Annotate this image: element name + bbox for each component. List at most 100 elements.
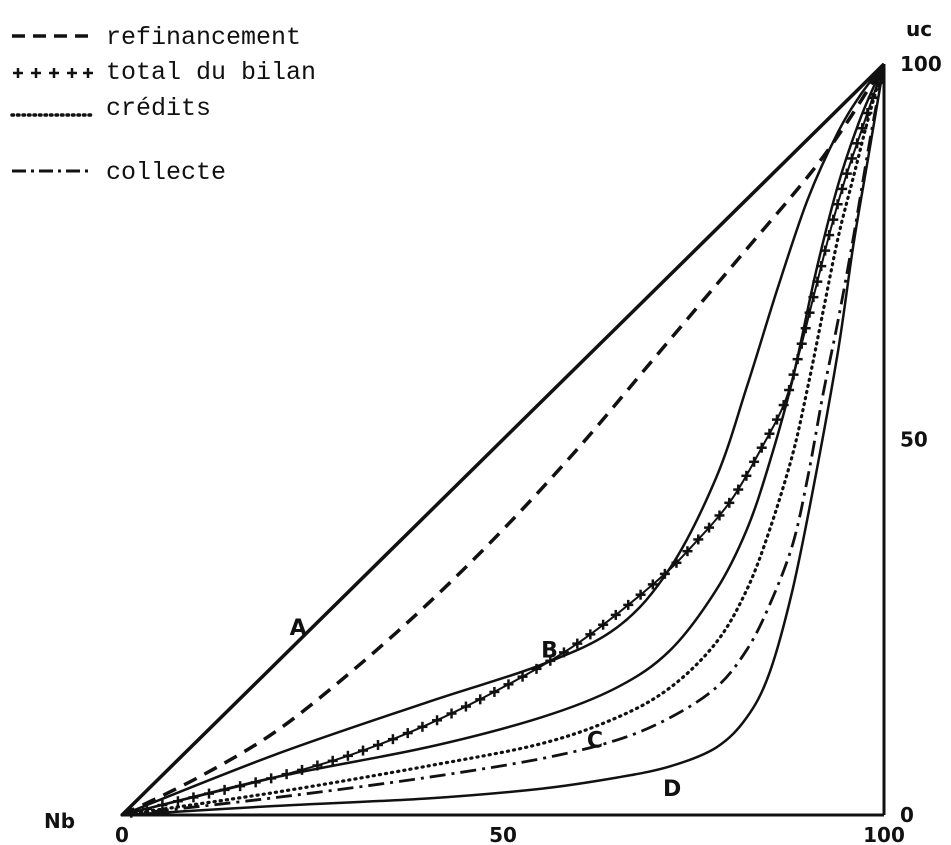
series-marker-total-du-bilan bbox=[771, 414, 782, 425]
series-marker-total-du-bilan bbox=[682, 546, 693, 557]
legend-plus-marker bbox=[13, 68, 93, 78]
series-marker-total-du-bilan bbox=[281, 769, 292, 780]
series-marker-total-du-bilan bbox=[778, 400, 789, 411]
series-line-refinancement bbox=[121, 63, 886, 817]
reference-curve-d bbox=[121, 63, 886, 817]
series-marker-total-du-bilan bbox=[724, 497, 735, 508]
series-marker-total-du-bilan bbox=[250, 777, 261, 788]
series-marker-total-du-bilan bbox=[266, 773, 277, 784]
series-marker-total-du-bilan bbox=[460, 701, 471, 712]
series-marker-total-du-bilan bbox=[235, 781, 246, 792]
series-marker-total-du-bilan bbox=[558, 647, 569, 658]
series-marker-total-du-bilan bbox=[545, 655, 556, 666]
series-marker-total-du-bilan bbox=[204, 788, 215, 799]
series-marker-total-du-bilan bbox=[749, 456, 760, 467]
legend-item-collecte: collecte bbox=[12, 158, 226, 187]
series-marker-total-du-bilan bbox=[432, 715, 443, 726]
y-tick-labels: 0 50 100 bbox=[900, 52, 942, 827]
series-marker-total-du-bilan bbox=[188, 792, 199, 803]
series-marker-total-du-bilan bbox=[623, 599, 634, 610]
legend-label-refinancement: refinancement bbox=[106, 23, 301, 52]
legend-plus-mark bbox=[49, 68, 59, 78]
series-marker-total-du-bilan bbox=[846, 153, 857, 164]
legend-plus-mark bbox=[13, 68, 23, 78]
series-marker-total-du-bilan bbox=[373, 739, 384, 750]
series-marker-total-du-bilan bbox=[475, 694, 486, 705]
series-marker-total-du-bilan bbox=[219, 784, 230, 795]
series-marker-total-du-bilan bbox=[741, 470, 752, 481]
series-marker-total-du-bilan bbox=[157, 800, 168, 811]
x-tick-label: 100 bbox=[863, 823, 905, 845]
series-marker-total-du-bilan bbox=[812, 276, 823, 287]
legend-item-refinancement: refinancement bbox=[12, 23, 301, 52]
data-series bbox=[120, 62, 886, 818]
series-marker-total-du-bilan bbox=[402, 728, 413, 739]
curve-label-b: B bbox=[541, 638, 558, 663]
legend-label-credits: crédits bbox=[106, 94, 211, 123]
series-marker-total-du-bilan bbox=[342, 750, 353, 761]
series-marker-total-du-bilan bbox=[837, 183, 848, 194]
legend: refinancement total du bilan crédits col… bbox=[10, 23, 316, 187]
series-marker-total-du-bilan bbox=[358, 745, 369, 756]
x-tick-label: 50 bbox=[489, 823, 517, 845]
series-marker-total-du-bilan bbox=[832, 199, 843, 210]
series-marker-total-du-bilan bbox=[857, 123, 868, 134]
x-tick-labels: 0 50 100 bbox=[115, 823, 905, 845]
series-marker-total-du-bilan bbox=[784, 385, 795, 396]
series-marker-total-du-bilan bbox=[804, 307, 815, 318]
curve-labels: A B C D bbox=[290, 616, 682, 802]
legend-plus-mark bbox=[31, 68, 41, 78]
series-marker-total-du-bilan bbox=[828, 214, 839, 225]
series-marker-total-du-bilan bbox=[531, 663, 542, 674]
curve-label-c: C bbox=[587, 728, 603, 753]
reference-curves bbox=[120, 62, 886, 817]
series-marker-total-du-bilan bbox=[764, 428, 775, 439]
reference-curve-b bbox=[121, 63, 885, 817]
series-marker-total-du-bilan bbox=[733, 484, 744, 495]
legend-label-collecte: collecte bbox=[106, 158, 226, 187]
series-marker-total-du-bilan bbox=[816, 261, 827, 272]
series-marker-total-du-bilan bbox=[824, 230, 835, 241]
y-axis-label: uc bbox=[906, 17, 932, 41]
reference-curve-a bbox=[120, 62, 886, 817]
y-tick-label: 100 bbox=[900, 52, 942, 76]
series-marker-total-du-bilan bbox=[610, 609, 621, 620]
series-marker-total-du-bilan bbox=[841, 168, 852, 179]
series-marker-total-du-bilan bbox=[327, 755, 338, 766]
series-marker-total-du-bilan bbox=[503, 679, 514, 690]
series-marker-total-du-bilan bbox=[635, 589, 646, 600]
curve-label-d: D bbox=[663, 777, 681, 802]
series-marker-total-du-bilan bbox=[756, 442, 767, 453]
series-marker-total-du-bilan bbox=[517, 671, 528, 682]
y-tick-label: 0 bbox=[900, 803, 914, 827]
series-marker-total-du-bilan bbox=[572, 638, 583, 649]
series-marker-total-du-bilan bbox=[704, 522, 715, 533]
legend-label-total-du-bilan: total du bilan bbox=[106, 58, 316, 87]
series-marker-total-du-bilan bbox=[808, 292, 819, 303]
series-marker-total-du-bilan bbox=[788, 369, 799, 380]
legend-plus-mark bbox=[67, 68, 77, 78]
series-marker-total-du-bilan bbox=[489, 686, 500, 697]
series-marker-total-du-bilan bbox=[585, 629, 596, 640]
series-marker-total-du-bilan bbox=[792, 354, 803, 365]
series-marker-total-du-bilan bbox=[659, 568, 670, 579]
series-marker-total-du-bilan bbox=[693, 534, 704, 545]
series-line-collecte bbox=[121, 63, 886, 817]
legend-plus-mark bbox=[83, 68, 93, 78]
series-marker-total-du-bilan bbox=[312, 760, 323, 771]
series-marker-total-du-bilan bbox=[820, 245, 831, 256]
curve-label-a: A bbox=[290, 616, 307, 641]
series-marker-total-du-bilan bbox=[297, 764, 308, 775]
legend-item-credits: crédits bbox=[10, 94, 211, 123]
x-tick-label: 0 bbox=[115, 823, 129, 845]
series-marker-total-du-bilan bbox=[172, 796, 183, 807]
series-marker-total-du-bilan bbox=[796, 338, 807, 349]
series-marker-total-du-bilan bbox=[446, 708, 457, 719]
series-marker-total-du-bilan bbox=[671, 557, 682, 568]
series-marker-total-du-bilan bbox=[714, 510, 725, 521]
y-tick-label: 50 bbox=[900, 428, 928, 452]
x-axis-label: Nb bbox=[44, 809, 75, 833]
series-marker-total-du-bilan bbox=[417, 721, 428, 732]
series-marker-total-du-bilan bbox=[598, 619, 609, 630]
